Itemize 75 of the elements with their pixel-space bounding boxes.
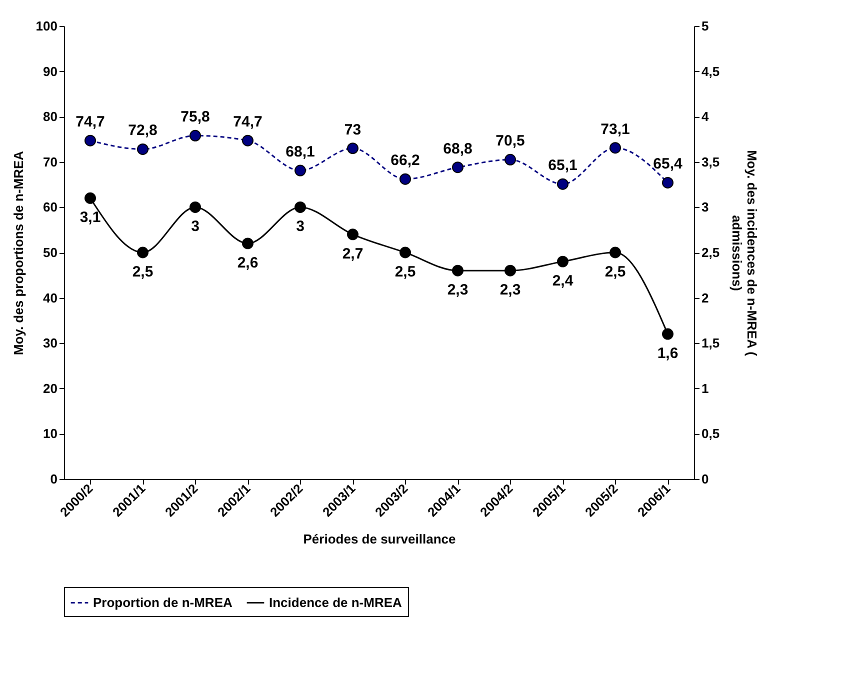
point [84,192,96,204]
point [504,264,516,276]
point [347,142,358,154]
data-label: 72,8 [128,122,158,140]
point [347,228,358,240]
y-tick-label: 80 [43,109,58,124]
point [400,173,411,185]
data-label: 73,1 [600,120,630,138]
data-label: 2,7 [342,245,364,262]
data-label: 3 [191,218,200,236]
data-label: 74,7 [76,114,105,131]
data-label: 3,1 [80,209,101,226]
y-tick-label: 0 [50,472,58,486]
point [452,264,464,276]
point [662,328,674,340]
point [557,256,568,268]
point [242,134,254,146]
data-label: 2,5 [394,264,416,280]
y2-axis-title: Moy. des incidences de n-MREA ( admissions) [730,150,760,357]
y-tick-label: 20 [43,380,58,396]
x-axis-title: Périodes de surveillance [303,532,456,547]
y-tick-label: 60 [43,200,58,215]
y2-tick-label: 2 [702,290,709,306]
y2-tick-label: 4 [702,109,710,124]
data-label: 2,4 [552,272,574,290]
y-tick-label: 10 [43,426,58,442]
data-label: 68,8 [443,140,472,158]
point [400,246,411,258]
y2-tick-label: 3 [702,200,709,215]
y-tick-label: 30 [43,336,58,351]
point [137,246,148,258]
data-label: 68,1 [286,144,315,161]
data-label: 70,5 [496,132,525,150]
y-tick-label: 50 [43,245,58,260]
y2-tick-label: 0,5 [702,426,720,442]
data-label: 2,5 [132,264,154,280]
y2-tick-label: 1,5 [702,336,720,351]
y-tick-label: 70 [43,154,58,170]
point [662,177,674,188]
data-label: 3 [296,218,304,236]
data-label: 65,1 [548,157,578,174]
y2-tick-label: 1 [702,380,709,396]
data-label: 2,5 [604,264,626,280]
data-label: 73 [344,121,362,138]
point [610,142,621,154]
data-label: 74,7 [233,114,262,131]
y2-tick-label: 0 [702,472,709,486]
y-tick-label: 90 [43,64,58,79]
point [294,201,306,213]
data-label: 2,3 [500,282,521,299]
point [242,238,254,250]
data-label: 66,2 [390,152,420,170]
y-tick-label: 40 [43,290,58,306]
y2-tick-label: 2,5 [702,245,720,260]
y2-tick-label: 4,5 [702,64,720,79]
point [557,178,568,190]
data-label: 2,6 [237,254,258,272]
y-axis-title: Moy. des proportions de n-MREA [10,150,26,356]
point [294,164,306,176]
point [190,201,201,213]
data-label: 65,4 [653,156,683,173]
legend-label: Incidence de n-MREA [269,594,403,610]
data-label: 1,6 [657,345,678,362]
y2-tick-label: 5 [702,18,709,34]
legend-label: Proportion de n-MREA [93,594,233,610]
y2-tick-label: 3,5 [702,154,720,170]
y-tick-label: 100 [36,18,58,34]
data-label: 75,8 [180,108,210,126]
point [504,154,516,166]
point [84,134,96,146]
point [190,130,201,142]
point [452,162,464,174]
point [610,246,621,258]
point [137,143,148,155]
data-label: 2,3 [447,282,468,299]
